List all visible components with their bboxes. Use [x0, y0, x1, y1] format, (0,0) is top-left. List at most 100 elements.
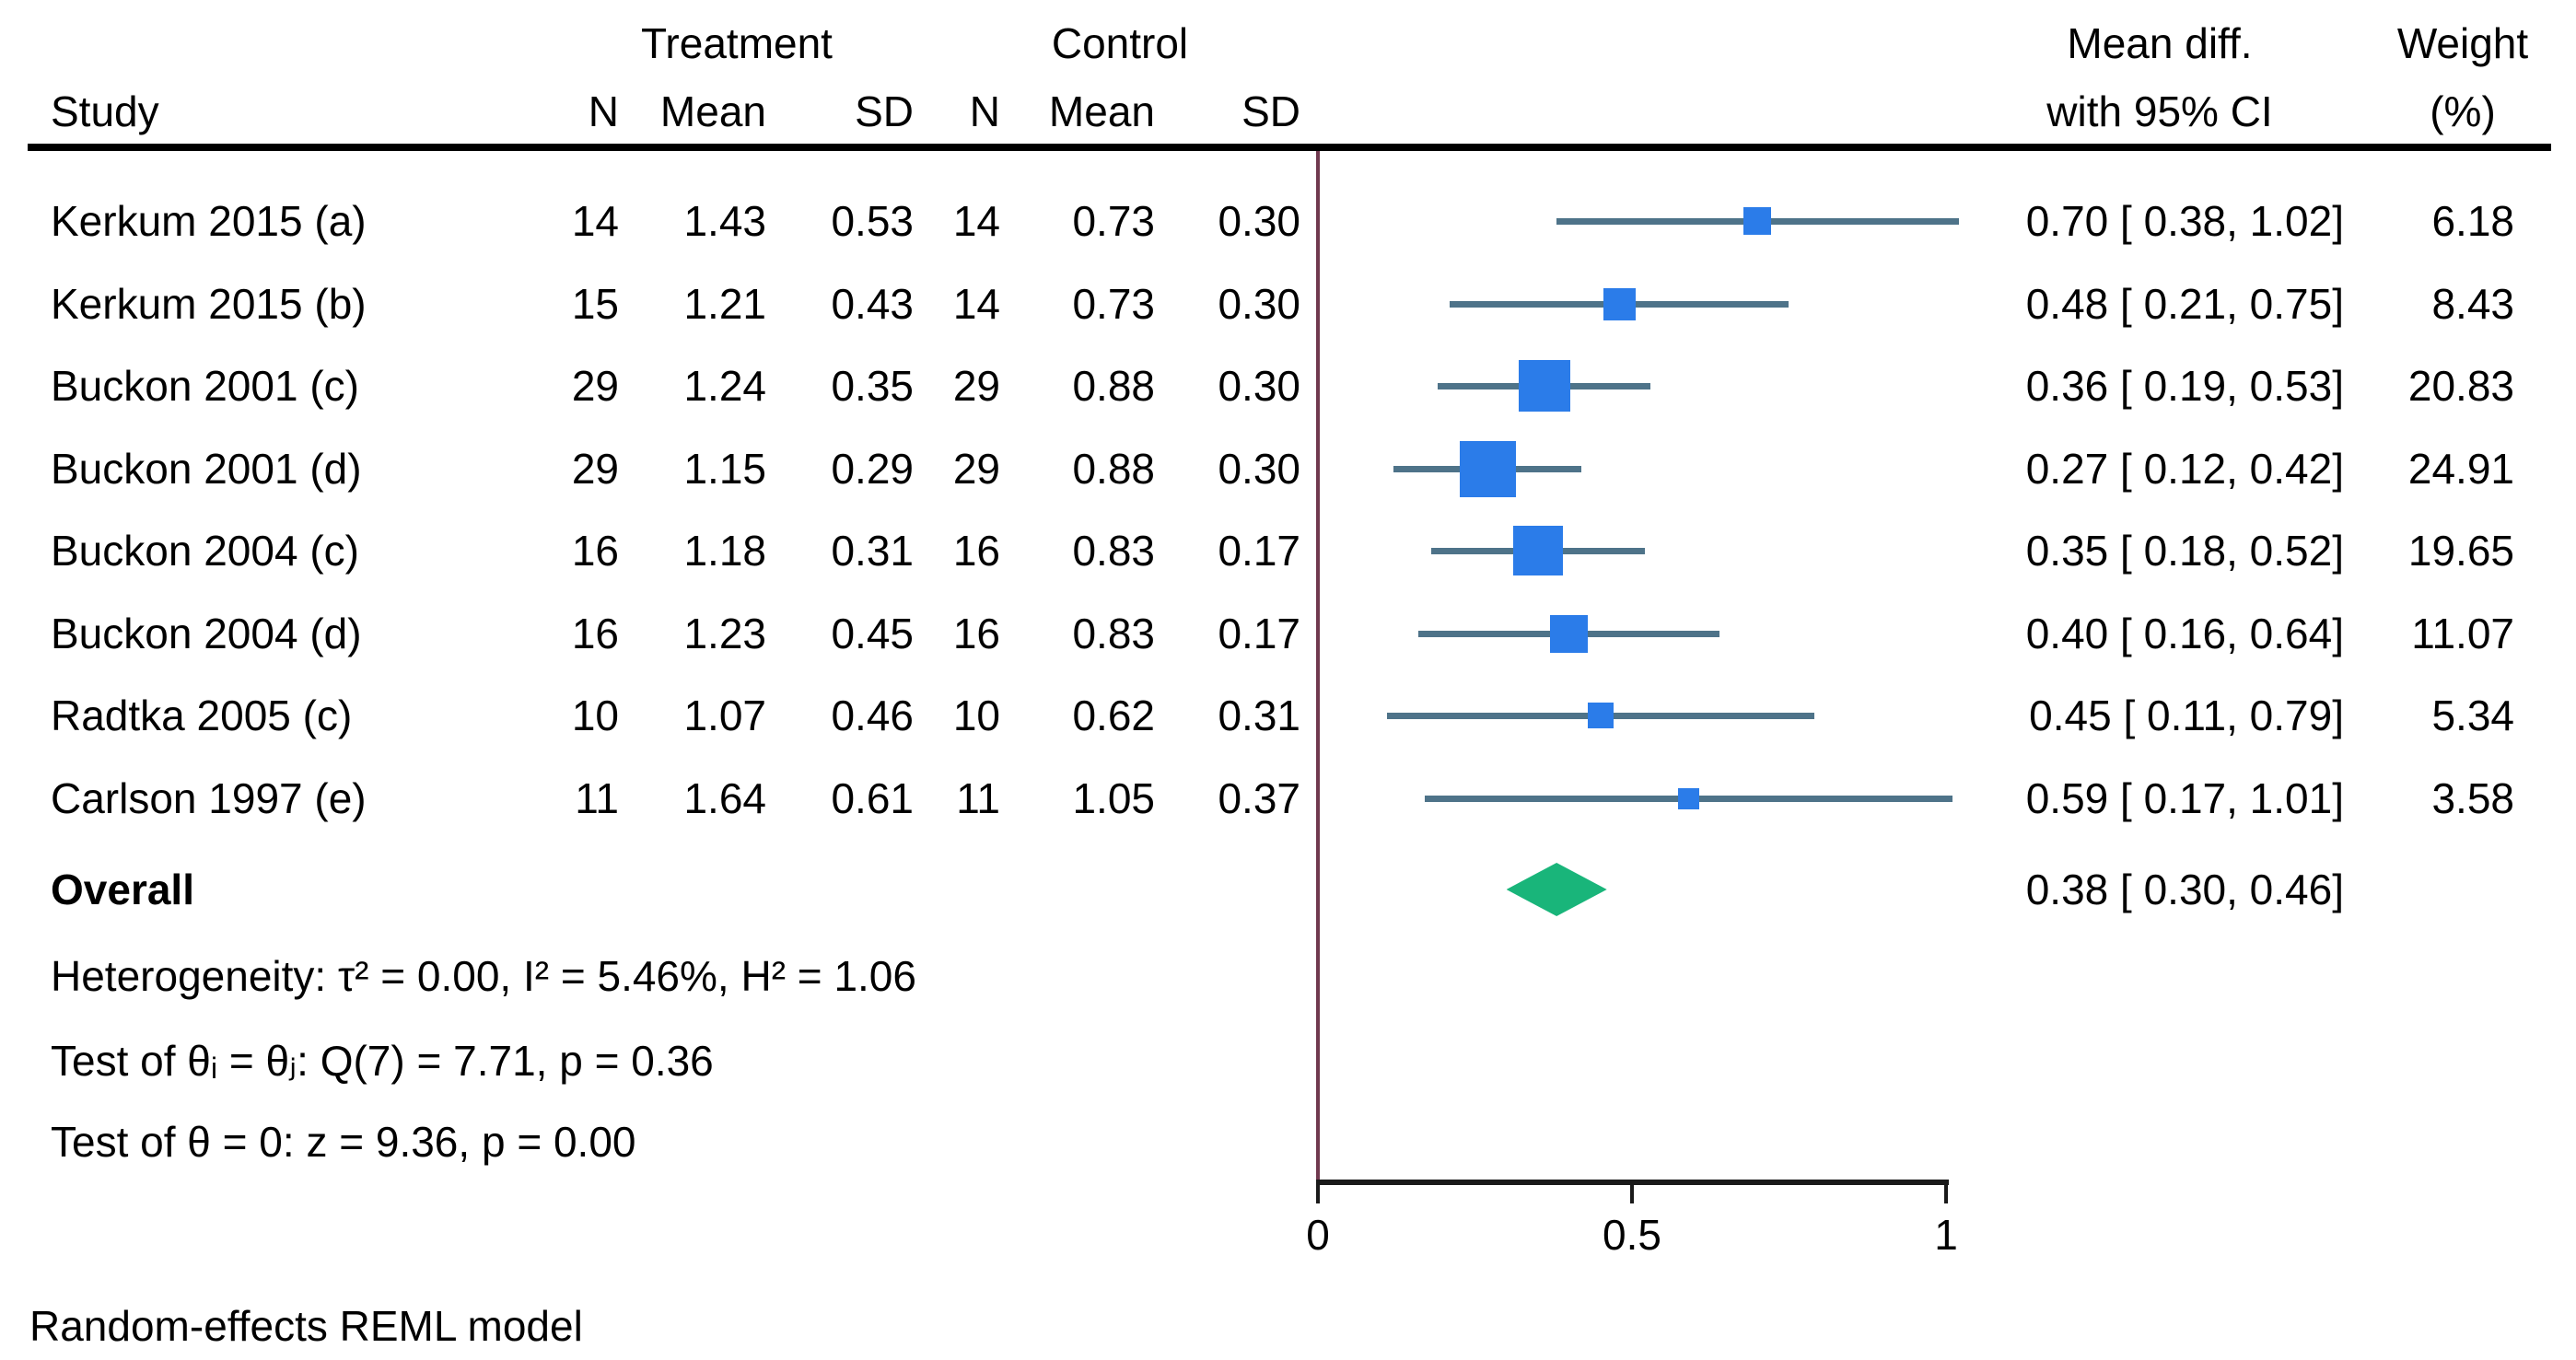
- effect-square: [1550, 615, 1588, 653]
- axis-tick: [1944, 1180, 1948, 1203]
- effect-square: [1513, 526, 1563, 575]
- effect-square: [1460, 441, 1516, 497]
- overall-ci-label: 0.38 [ 0.30, 0.46]: [2025, 866, 2344, 913]
- control-mean: 0.62: [1072, 692, 1155, 739]
- ci-label: 0.40 [ 0.16, 0.64]: [2025, 610, 2344, 657]
- treatment-n: 10: [571, 692, 619, 739]
- weight-value: 3.58: [2431, 774, 2514, 822]
- significance-test: Test of θ = 0: z = 9.36, p = 0.00: [51, 1118, 636, 1166]
- heterogeneity-stats: Heterogeneity: τ² = 0.00, I² = 5.46%, H²…: [51, 952, 916, 1000]
- homogeneity-test: Test of θᵢ = θⱼ: Q(7) = 7.71, p = 0.36: [51, 1037, 714, 1085]
- treatment-mean: 1.43: [683, 197, 766, 245]
- weight-value: 8.43: [2431, 280, 2514, 328]
- treatment-n: 16: [571, 610, 619, 657]
- treatment-sd: 0.53: [831, 197, 914, 245]
- header-divider: [28, 144, 2551, 151]
- study-column-header: Study: [51, 87, 159, 135]
- axis-tick-label: 0.5: [1603, 1211, 1661, 1259]
- study-name: Buckon 2004 (d): [51, 610, 362, 657]
- control-mean: 0.88: [1072, 362, 1155, 410]
- treatment-mean: 1.18: [683, 527, 766, 575]
- control-mean: 0.73: [1072, 197, 1155, 245]
- overall-diamond: [1506, 863, 1607, 916]
- weight-value: 11.07: [2411, 610, 2514, 657]
- control-n: 14: [952, 197, 1000, 245]
- study-name: Buckon 2004 (c): [51, 527, 359, 575]
- control-n: 14: [952, 280, 1000, 328]
- treatment-sd-header: SD: [855, 87, 914, 135]
- axis-tick-label: 0: [1306, 1211, 1330, 1259]
- treatment-n-header: N: [588, 87, 619, 135]
- control-mean: 0.88: [1072, 445, 1155, 493]
- control-sd: 0.31: [1218, 692, 1300, 739]
- treatment-n: 16: [571, 527, 619, 575]
- treatment-sd: 0.46: [831, 692, 914, 739]
- weight-value: 24.91: [2407, 445, 2514, 493]
- control-sd: 0.30: [1218, 280, 1300, 328]
- treatment-n: 29: [571, 362, 619, 410]
- weight-value: 6.18: [2431, 197, 2514, 245]
- axis-tick: [1630, 1180, 1634, 1203]
- effect-square: [1519, 360, 1570, 412]
- treatment-n: 15: [571, 280, 619, 328]
- ci-label: 0.45 [ 0.11, 0.79]: [2029, 692, 2344, 739]
- treatment-n: 14: [571, 197, 619, 245]
- control-sd: 0.30: [1218, 197, 1300, 245]
- study-name: Kerkum 2015 (b): [51, 280, 367, 328]
- effect-square: [1588, 703, 1614, 728]
- study-name: Buckon 2001 (d): [51, 445, 362, 493]
- treatment-mean: 1.64: [683, 774, 766, 822]
- treatment-mean: 1.24: [683, 362, 766, 410]
- control-n-header: N: [969, 87, 1000, 135]
- control-sd: 0.37: [1218, 774, 1300, 822]
- control-sd: 0.17: [1218, 527, 1300, 575]
- control-n: 16: [952, 610, 1000, 657]
- ci-label: 0.27 [ 0.12, 0.42]: [2025, 445, 2344, 493]
- control-sd-header: SD: [1241, 87, 1300, 135]
- treatment-mean: 1.15: [683, 445, 766, 493]
- control-n: 29: [952, 445, 1000, 493]
- ci-label: 0.35 [ 0.18, 0.52]: [2025, 527, 2344, 575]
- control-mean: 0.83: [1072, 527, 1155, 575]
- control-mean-header: Mean: [1048, 87, 1155, 135]
- study-name: Carlson 1997 (e): [51, 774, 367, 822]
- control-group-header: Control: [1051, 19, 1189, 67]
- control-n: 11: [956, 774, 1000, 822]
- ci-label: 0.48 [ 0.21, 0.75]: [2025, 280, 2344, 328]
- treatment-n: 29: [571, 445, 619, 493]
- effect-square: [1678, 788, 1699, 809]
- treatment-sd: 0.45: [831, 610, 914, 657]
- effect-header-line1: Mean diff.: [2067, 19, 2253, 67]
- study-name: Radtka 2005 (c): [51, 692, 353, 739]
- treatment-mean-header: Mean: [659, 87, 766, 135]
- control-sd: 0.30: [1218, 445, 1300, 493]
- treatment-group-header: Treatment: [641, 19, 833, 67]
- control-sd: 0.17: [1218, 610, 1300, 657]
- effect-square: [1743, 207, 1771, 235]
- control-sd: 0.30: [1218, 362, 1300, 410]
- treatment-mean: 1.23: [683, 610, 766, 657]
- model-note: Random-effects REML model: [29, 1302, 583, 1350]
- treatment-sd: 0.43: [831, 280, 914, 328]
- control-n: 16: [952, 527, 1000, 575]
- effect-square: [1603, 288, 1636, 320]
- weight-value: 5.34: [2431, 692, 2514, 739]
- treatment-sd: 0.29: [831, 445, 914, 493]
- ci-label: 0.59 [ 0.17, 1.01]: [2025, 774, 2344, 822]
- reference-line: [1316, 151, 1320, 1181]
- treatment-sd: 0.61: [831, 774, 914, 822]
- treatment-sd: 0.31: [831, 527, 914, 575]
- weight-header-line1: Weight: [2396, 19, 2529, 67]
- treatment-sd: 0.35: [831, 362, 914, 410]
- ci-label: 0.70 [ 0.38, 1.02]: [2025, 197, 2344, 245]
- weight-value: 19.65: [2407, 527, 2514, 575]
- control-mean: 0.83: [1072, 610, 1155, 657]
- study-name: Buckon 2001 (c): [51, 362, 359, 410]
- weight-value: 20.83: [2407, 362, 2514, 410]
- treatment-n: 11: [575, 774, 619, 822]
- treatment-mean: 1.21: [683, 280, 766, 328]
- ci-label: 0.36 [ 0.19, 0.53]: [2025, 362, 2344, 410]
- control-mean: 1.05: [1072, 774, 1155, 822]
- study-name: Kerkum 2015 (a): [51, 197, 367, 245]
